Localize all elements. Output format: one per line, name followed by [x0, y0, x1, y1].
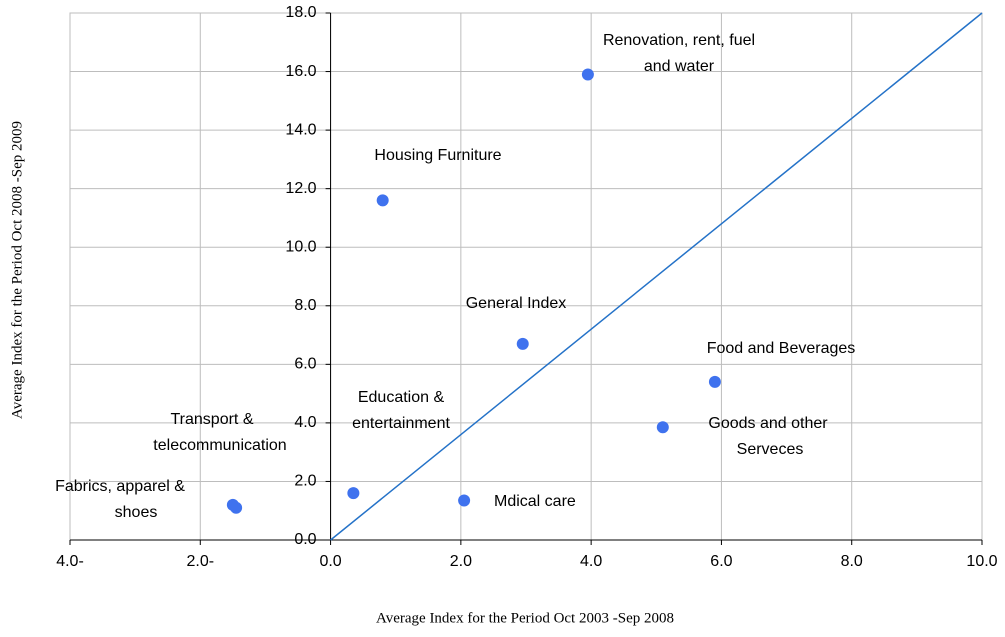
data-point: [516, 337, 529, 350]
point-label: Food and Beverages: [707, 340, 856, 357]
point-label: General Index: [466, 295, 567, 312]
point-label: Fabrics, apparel &: [55, 478, 185, 495]
point-label: Mdical care: [494, 493, 576, 510]
point-label: and water: [644, 58, 715, 75]
point-label: Education &: [358, 389, 445, 406]
y-tick-label: 2.0: [294, 473, 316, 490]
y-tick-label: 4.0: [294, 414, 316, 431]
point-label: entertainment: [352, 415, 450, 432]
x-axis-title: Average Index for the Period Oct 2003 -S…: [376, 610, 674, 626]
x-tick-label: 2.0: [450, 553, 472, 570]
data-point: [581, 68, 594, 81]
point-label: Housing Furniture: [374, 147, 501, 164]
y-tick-label: 8.0: [294, 297, 316, 314]
y-tick-label: 18.0: [285, 4, 316, 21]
y-tick-label: 12.0: [285, 180, 316, 197]
plot-frame: [69, 12, 983, 541]
y-tick-label: 16.0: [285, 63, 316, 80]
x-tick-label: 4.0: [580, 553, 602, 570]
point-label: Transport &: [171, 411, 254, 428]
reference-line: [330, 12, 983, 541]
x-tick-label: 8.0: [841, 553, 863, 570]
point-label: Serveces: [737, 441, 804, 458]
data-point: [458, 494, 471, 507]
y-tick-label: 6.0: [294, 356, 316, 373]
data-point: [230, 501, 243, 514]
data-point: [376, 194, 389, 207]
x-tick-label: 4.0-: [56, 553, 84, 570]
data-point: [656, 421, 669, 434]
y-axis-title: Average Index for the Period Oct 2008 -S…: [9, 121, 25, 419]
x-tick-label: 2.0-: [186, 553, 214, 570]
x-tick-label: 0.0: [319, 553, 341, 570]
y-tick-label: 10.0: [285, 238, 316, 255]
data-point: [347, 487, 360, 500]
point-label: telecommunication: [153, 437, 286, 454]
point-label: Renovation, rent, fuel: [603, 32, 755, 49]
point-label: Goods and other: [708, 415, 828, 432]
y-tick-label: 14.0: [285, 121, 316, 138]
point-label: shoes: [115, 504, 158, 521]
x-tick-label: 10.0: [966, 553, 997, 570]
x-tick-label: 6.0: [710, 553, 732, 570]
data-point: [708, 375, 721, 388]
